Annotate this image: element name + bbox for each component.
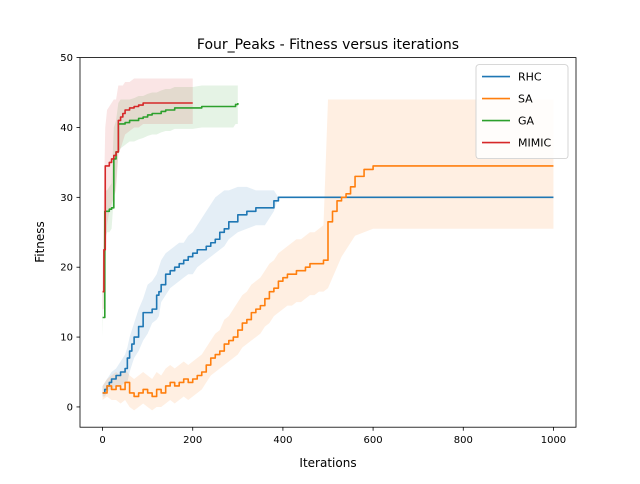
legend-label-sa: SA [518,93,533,106]
y-tick-label: 0 [67,402,73,413]
series-line-mimic [102,102,193,293]
legend-label-ga: GA [518,115,535,128]
x-tick-label: 800 [454,435,473,446]
y-tick-label: 20 [60,263,73,274]
x-tick-label: 1000 [541,435,566,446]
x-tick-label: 200 [183,435,202,446]
x-tick-label: 600 [364,435,383,446]
series-line-rhc [102,196,554,394]
x-axis-label: Iterations [299,456,356,470]
series-lines [102,102,554,398]
y-tick-label: 40 [60,123,73,134]
series-band-ga [102,85,238,338]
x-axis: 0 200 400 600 800 1000 [99,427,566,446]
y-tick-label: 50 [60,53,73,64]
plot-frame [79,57,577,428]
y-tick-label: 30 [60,193,73,204]
chart-title: Four_Peaks - Fitness versus iterations [197,37,459,53]
y-axis: 0 10 20 30 40 50 [60,53,80,413]
legend-label-rhc: RHC [518,71,542,84]
series-line-ga [102,103,239,319]
legend: RHC SA GA MIMIC [475,64,569,159]
y-axis-label: Fitness [33,221,47,263]
x-tick-label: 0 [99,435,105,446]
series-band-mimic [102,78,193,310]
series-line-sa [102,165,554,398]
legend-box [475,64,569,159]
legend-label-mimic: MIMIC [518,137,551,150]
x-tick-label: 400 [273,435,292,446]
y-tick-label: 10 [60,333,73,344]
